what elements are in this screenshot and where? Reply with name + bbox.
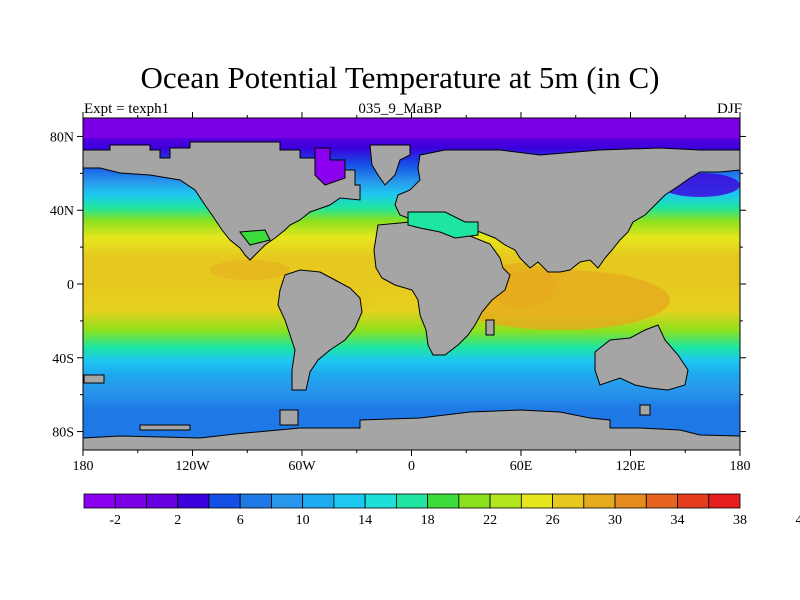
colorbar-swatch [395, 493, 429, 509]
colorbar-label: 2 [174, 513, 181, 528]
colorbar-label: 6 [237, 513, 244, 528]
lon-tick-label: 60E [510, 459, 533, 474]
land-madagascar [485, 319, 495, 336]
land-antarctic-peninsula [279, 409, 299, 426]
land-antarctica [83, 409, 740, 450]
colorbar-label: 30 [608, 513, 622, 528]
colorbar-swatch [427, 493, 460, 509]
colorbar-swatch [489, 493, 522, 509]
land-africa [373, 221, 511, 356]
lon-tick-label: 180 [73, 459, 94, 474]
colorbar-swatch [458, 493, 491, 509]
land-tasmania [639, 404, 651, 416]
colorbar-label: -2 [109, 513, 121, 528]
colorbar-swatch [302, 493, 335, 509]
land-greenland [369, 144, 411, 186]
lat-tick-label: 0 [67, 278, 74, 293]
land-south-america [277, 269, 363, 391]
land-north-america [83, 141, 361, 261]
lat-tick-label: 80N [50, 130, 74, 145]
plot-title: Ocean Potential Temperature at 5m (in C) [140, 60, 660, 95]
colorbar-label: 18 [421, 513, 435, 528]
land-australia [594, 324, 689, 391]
inland-sea [407, 211, 479, 239]
colorbar-swatch [645, 493, 678, 509]
inland-polar-sea [314, 147, 346, 186]
colorbar-label: 10 [296, 513, 310, 528]
colorbar-label: 38 [733, 513, 747, 528]
colorbar-swatch [177, 493, 210, 509]
lon-tick-label: 0 [408, 459, 415, 474]
colorbar-swatch [614, 493, 647, 509]
colorbar-swatch [552, 493, 585, 509]
colorbar-label: 34 [671, 513, 685, 528]
arctic-ocean [83, 118, 740, 138]
season-label: DJF [716, 101, 742, 117]
colorbar-swatch [364, 493, 397, 509]
lat-tick-label: 40N [50, 204, 74, 219]
pacific-warm-band [210, 260, 290, 280]
inland-sea-small [239, 229, 271, 246]
lat-tick-label: 40S [52, 352, 74, 367]
colorbar-swatch [146, 493, 179, 509]
colorbar-swatch [114, 493, 147, 509]
colorbar-swatch [520, 493, 553, 509]
lon-tick-label: 60W [288, 459, 316, 474]
colorbar-swatch [208, 493, 241, 509]
colorbar-label: 42 [795, 513, 800, 528]
colorbar-label: 22 [483, 513, 497, 528]
axis-ticks: 180 120W 60W 0 60E 120E 180 80N 40N 0 40S 80S [50, 112, 751, 474]
colorbar-swatch [239, 493, 272, 509]
colorbar: -226101418222630343842 [83, 493, 800, 528]
land-masses [83, 141, 740, 450]
colorbar-swatch [677, 493, 710, 509]
colorbar-swatch [708, 493, 741, 509]
lon-tick-label: 180 [730, 459, 751, 474]
experiment-label: Expt = texph1 [84, 101, 170, 117]
land-ice-shelf [139, 424, 191, 431]
lon-tick-label: 120W [175, 459, 210, 474]
lat-tick-label: 80S [52, 426, 74, 441]
colorbar-swatch [271, 493, 304, 509]
land-southern-island [83, 374, 105, 384]
lon-tick-label: 120E [616, 459, 646, 474]
colorbar-label: 26 [546, 513, 560, 528]
colorbar-swatch [83, 493, 116, 509]
colorbar-swatch [333, 493, 366, 509]
colorbar-label: 14 [358, 513, 372, 528]
colorbar-swatch [583, 493, 616, 509]
period-label: 035_9_MaBP [358, 101, 442, 117]
